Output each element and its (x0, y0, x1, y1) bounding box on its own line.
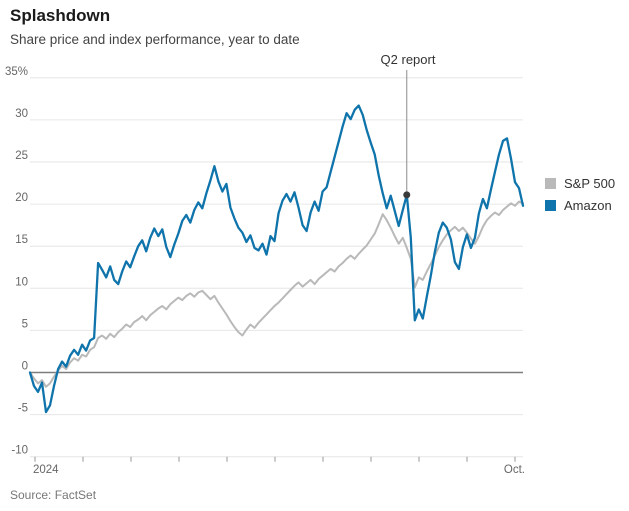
legend-item-amazon: Amazon (545, 198, 615, 213)
y-tick-label: 10 (15, 276, 28, 288)
sp500-swatch-icon (545, 178, 556, 189)
legend: S&P 500 Amazon (545, 176, 615, 220)
x-axis-start-label: 2024 (33, 464, 59, 476)
y-tick-label: 20 (15, 192, 28, 204)
y-tick-label: 25 (15, 150, 28, 162)
legend-label-amazon: Amazon (564, 198, 612, 213)
series-line-amazon (28, 104, 525, 414)
annotation-dot (403, 191, 411, 199)
x-axis-end-label: Oct. (503, 464, 525, 476)
y-tick-label: 30 (15, 108, 28, 120)
legend-item-sp500: S&P 500 (545, 176, 615, 191)
annotation-q2-report-label: Q2 report (380, 52, 436, 67)
chart-title: Splashdown (10, 6, 111, 25)
series-line-sp500 (29, 200, 524, 388)
y-tick-label: 15 (15, 234, 28, 246)
y-tick-label: 0 (22, 361, 28, 373)
chart-header: Splashdown Share price and index perform… (10, 6, 300, 47)
chart-subtitle: Share price and index performance, year … (10, 32, 300, 47)
amazon-swatch-icon (545, 200, 556, 211)
y-tick-label: 35% (5, 66, 28, 78)
legend-label-sp500: S&P 500 (564, 176, 616, 191)
y-tick-label: -5 (18, 403, 28, 415)
source-note: Source: FactSet (10, 488, 97, 502)
y-tick-label: 5 (22, 318, 28, 330)
y-tick-label: -10 (11, 445, 28, 457)
